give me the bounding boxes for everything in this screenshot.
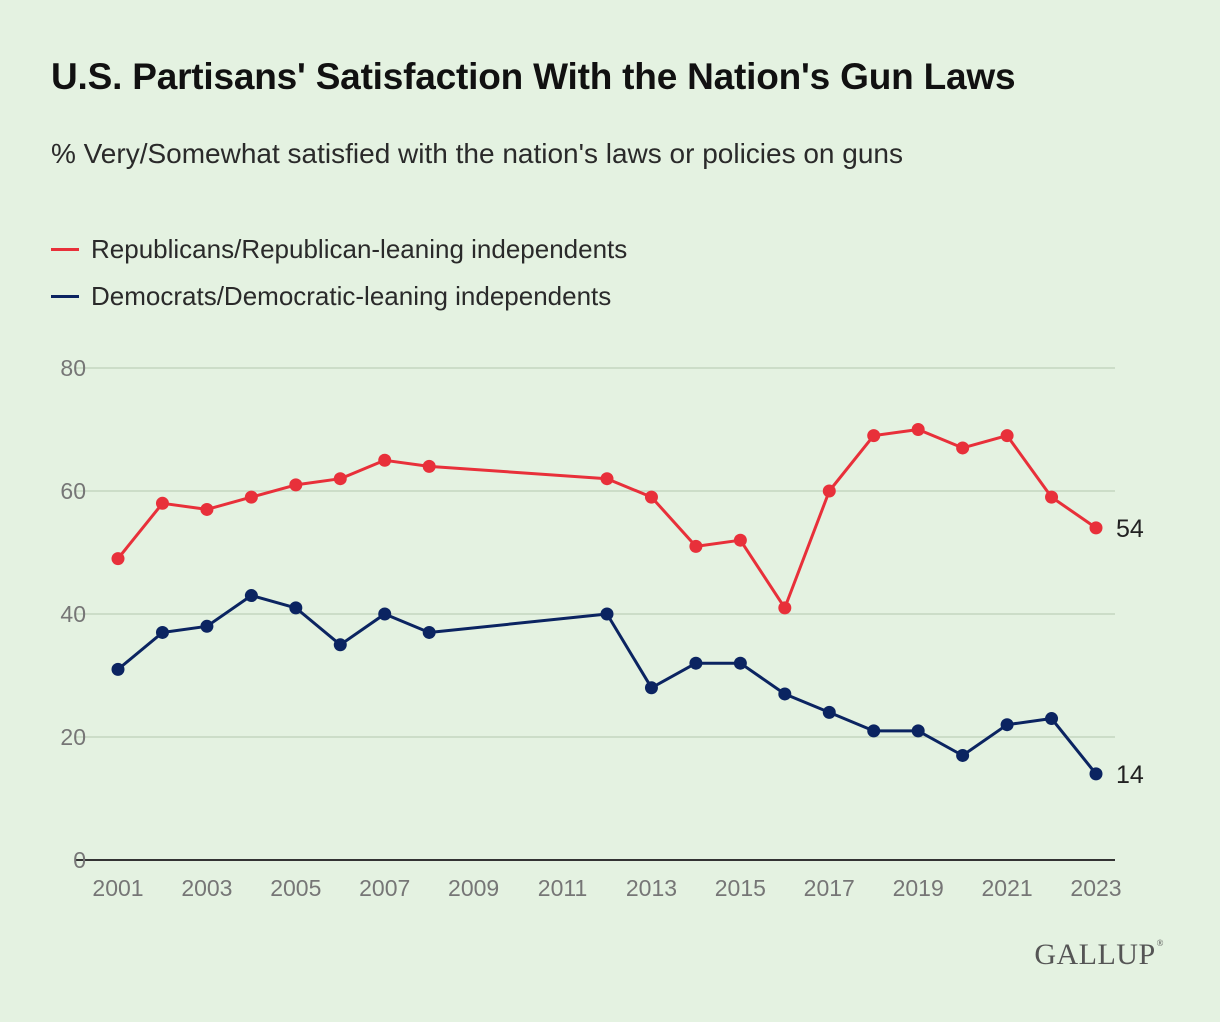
data-point-series1-2015 xyxy=(733,656,747,670)
registered-mark: ® xyxy=(1156,938,1164,948)
legend: Republicans/Republican-leaning independe… xyxy=(51,226,627,320)
data-point-series0-2003 xyxy=(200,502,214,516)
data-point-series1-2019 xyxy=(911,724,925,738)
x-tick-label-2019: 2019 xyxy=(893,875,944,901)
data-point-series0-2005 xyxy=(289,478,303,492)
x-tick-label-2005: 2005 xyxy=(270,875,321,901)
data-point-series1-2003 xyxy=(200,619,214,633)
data-point-series1-2018 xyxy=(867,724,881,738)
end-label-series0: 54 xyxy=(1116,515,1144,543)
x-tick-label-2007: 2007 xyxy=(359,875,410,901)
data-point-series1-2007 xyxy=(378,607,392,621)
x-tick-label-2013: 2013 xyxy=(626,875,677,901)
data-point-series0-2006 xyxy=(333,472,347,486)
x-tick-label-2023: 2023 xyxy=(1070,875,1121,901)
data-point-series0-2021 xyxy=(1000,429,1014,443)
data-point-series1-2023 xyxy=(1089,767,1103,781)
y-tick-label-0: 0 xyxy=(73,847,86,873)
series-line-1 xyxy=(117,594,1098,775)
x-tick-label-2017: 2017 xyxy=(804,875,855,901)
y-tick-label-80: 80 xyxy=(60,355,86,381)
data-point-series1-2020 xyxy=(956,748,970,762)
data-point-series0-2013 xyxy=(644,490,658,504)
data-point-series1-2005 xyxy=(289,601,303,615)
data-point-series0-2012 xyxy=(600,472,614,486)
data-point-series0-2020 xyxy=(956,441,970,455)
data-point-series0-2001 xyxy=(111,552,125,566)
data-point-series0-2015 xyxy=(733,533,747,547)
data-point-series0-2004 xyxy=(244,490,258,504)
data-point-series1-2006 xyxy=(333,638,347,652)
x-tick-label-2003: 2003 xyxy=(181,875,232,901)
data-point-series0-2016 xyxy=(778,601,792,615)
data-point-series1-2014 xyxy=(689,656,703,670)
end-label-series1: 14 xyxy=(1116,761,1144,789)
y-tick-label-60: 60 xyxy=(60,478,86,504)
data-point-series1-2004 xyxy=(244,589,258,603)
data-point-series1-2012 xyxy=(600,607,614,621)
data-point-series0-2014 xyxy=(689,539,703,553)
legend-swatch-democrats xyxy=(51,295,79,298)
legend-label-republicans: Republicans/Republican-leaning independe… xyxy=(91,234,628,264)
chart-title: U.S. Partisans' Satisfaction With the Na… xyxy=(51,56,1016,97)
data-point-series1-2016 xyxy=(778,687,792,701)
y-tick-label-20: 20 xyxy=(60,724,86,750)
data-point-series0-2022 xyxy=(1045,490,1059,504)
data-point-series1-2022 xyxy=(1045,712,1059,726)
data-point-series0-2007 xyxy=(378,453,392,467)
x-tick-label-2015: 2015 xyxy=(715,875,766,901)
data-point-series0-2002 xyxy=(155,496,169,510)
data-point-series1-2008 xyxy=(422,625,436,639)
x-tick-label-2021: 2021 xyxy=(982,875,1033,901)
x-tick-label-2011: 2011 xyxy=(538,875,587,901)
data-point-series1-2001 xyxy=(111,662,125,676)
gallup-logo: GALLUP® xyxy=(1034,938,1164,972)
gallup-logo-text: GALLUP xyxy=(1034,938,1156,971)
data-point-series1-2017 xyxy=(822,705,836,719)
legend-swatch-republicans xyxy=(51,248,79,251)
legend-item-democrats: Democrats/Democratic-leaning independent… xyxy=(51,273,627,320)
series-line-0 xyxy=(116,428,1097,610)
data-point-series0-2018 xyxy=(867,429,881,443)
legend-label-democrats: Democrats/Democratic-leaning independent… xyxy=(91,281,612,311)
data-point-series0-2017 xyxy=(822,484,836,498)
legend-item-republicans: Republicans/Republican-leaning independe… xyxy=(51,226,627,273)
data-point-series0-2019 xyxy=(911,423,925,436)
data-point-series1-2002 xyxy=(155,625,169,639)
data-point-series1-2013 xyxy=(644,681,658,695)
data-point-series1-2021 xyxy=(1000,718,1014,732)
y-tick-label-40: 40 xyxy=(60,601,86,627)
x-tick-label-2009: 2009 xyxy=(448,875,499,901)
data-point-series0-2023 xyxy=(1089,521,1103,535)
data-point-series0-2008 xyxy=(422,459,436,473)
x-tick-label-2001: 2001 xyxy=(92,875,143,901)
chart-subtitle: % Very/Somewhat satisfied with the natio… xyxy=(51,138,904,169)
